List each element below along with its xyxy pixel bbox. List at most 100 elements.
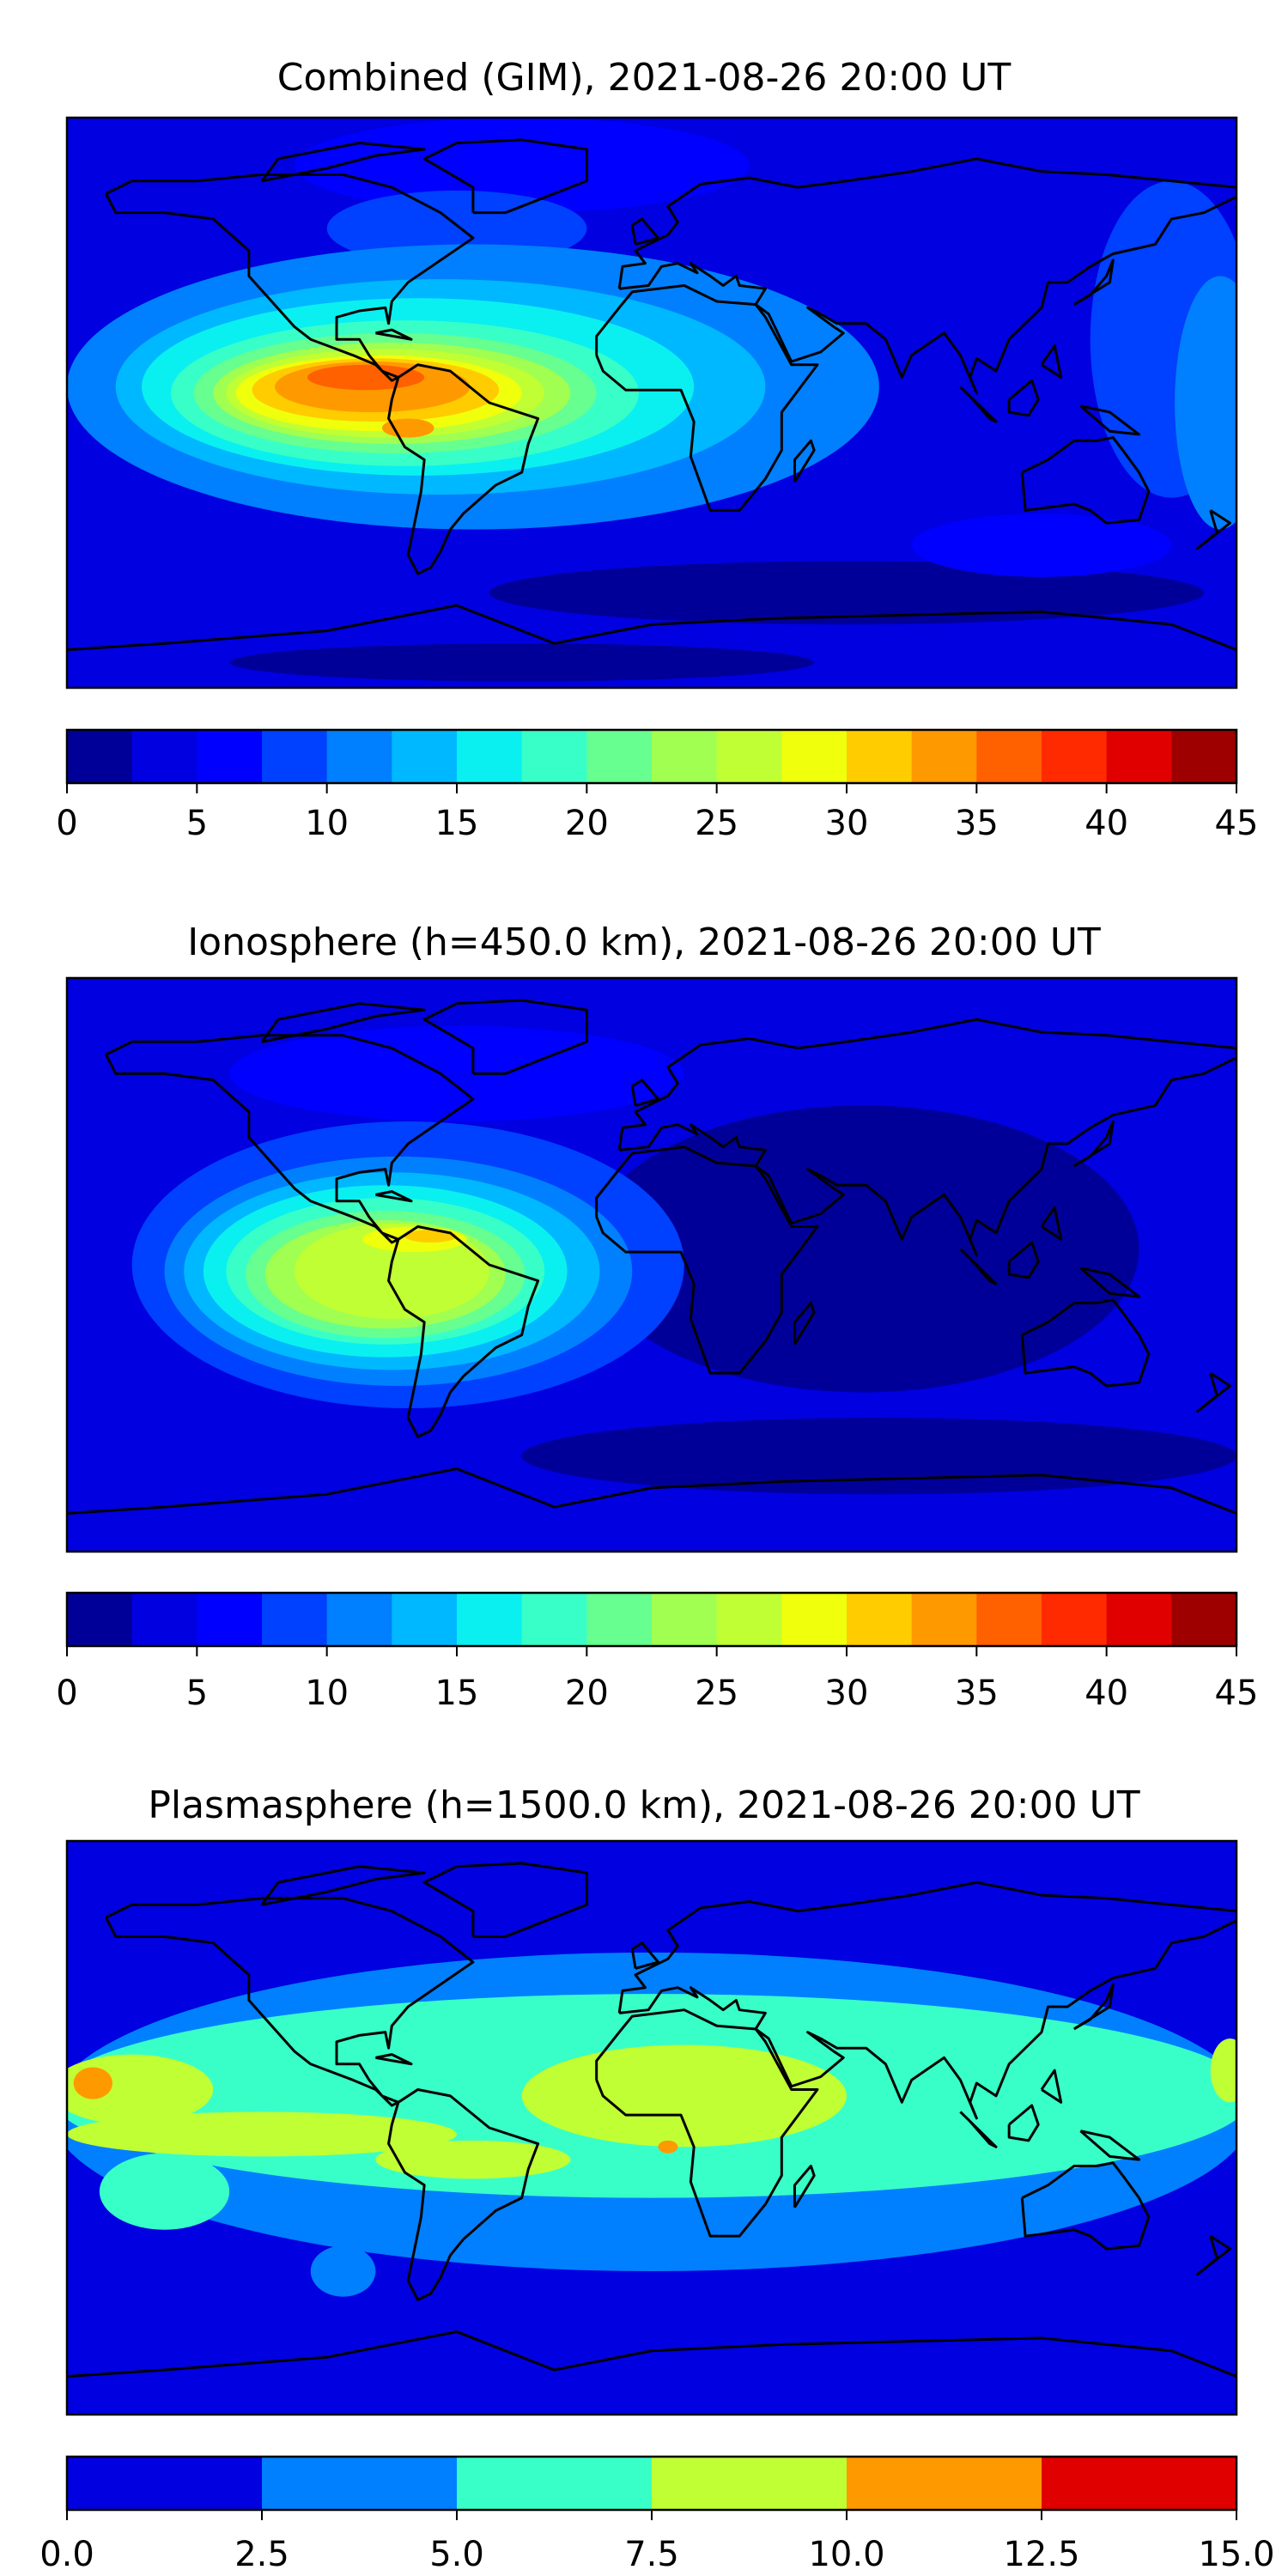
coastline [597,1147,817,1373]
coastline [619,1882,1236,2118]
contour-region [658,2140,678,2154]
colorbar-tick-label: 0 [56,804,77,843]
coastline [424,1863,586,1936]
coastline [424,1000,586,1073]
map-frame [65,1839,1238,2416]
colorbar-tick-label: 15 [435,1674,479,1713]
colorbar-segment [67,1593,133,1646]
coastline [632,219,658,245]
coastline [1198,1373,1230,1412]
coastline [1074,1984,1113,2029]
contour-region [73,2067,112,2099]
contour-region [99,2153,230,2230]
colorbar-segment [847,2457,1042,2510]
colorbar: 0.0 2.5 5.0 7.5 10.0 12.5 15.0 [39,2455,1275,2574]
coastline [262,1867,424,1905]
coastline [1042,346,1061,378]
colorbar-tick-label: 30 [825,804,869,843]
colorbar-tick-label: 25 [695,804,738,843]
colorbar-tick-label: 10 [305,804,349,843]
colorbar-segment [326,1593,392,1646]
coastline [794,2166,814,2208]
contour-region [586,1105,1139,1393]
colorbar: 0 5 10 15 20 25 30 35 40 45 [56,1591,1259,1713]
colorbar-tick-label: 5 [186,804,208,843]
colorbar-tick-label: 20 [565,1674,609,1713]
contour-region [67,2054,214,2125]
contour-region [521,1418,1236,1495]
colorbar-tick-label: 15 [435,804,479,843]
coastline [1022,1300,1149,1386]
coastline [262,1004,424,1042]
colorbar-tick-label: 5 [186,1674,208,1713]
colorbar-tick-label: 20 [565,804,609,843]
colorbar-tick-label: 35 [955,804,999,843]
coastline [1074,260,1113,305]
coastline [1080,406,1139,434]
colorbar-tick-label: 45 [1215,1674,1259,1713]
colorbar-segment [1042,2457,1237,2510]
coastline [1022,2163,1149,2249]
colorbar-tick-label: 5.0 [429,2535,484,2574]
colorbar-tick-label: 35 [955,1674,999,1713]
colorbar-segment [457,2457,653,2510]
coastline [375,2055,411,2064]
contour-region [229,643,815,682]
coastline [1009,380,1038,416]
coastline [960,2111,996,2147]
contour-region [330,1927,422,1959]
coastline [375,330,411,339]
coastline [262,143,424,181]
contour-region [1210,2038,1236,2103]
colorbar-segment [911,1593,977,1646]
coastline [960,1249,996,1284]
contour-region [489,561,1205,625]
colorbar-segment [521,730,587,783]
coastline [619,159,1236,393]
contour-region [294,118,750,213]
panel-2: Ionosphere (h=450.0 km), 2021-08-26 20:0… [56,920,1258,1713]
colorbar-segment [586,1593,653,1646]
colorbar-segment [131,730,197,783]
coastline [106,1899,473,2105]
colorbar-segment [392,730,458,783]
coastline [794,440,814,482]
colorbar-tick-label: 0.0 [39,2535,94,2574]
coastline [1198,510,1230,548]
colorbar-segment [652,2457,848,2510]
colorbar-frame [65,1591,1238,1648]
colorbar-segment [1042,1593,1108,1646]
coastline [794,1303,814,1345]
coastline [1080,2131,1139,2160]
panel-title: Combined (GIM), 2021-08-26 20:00 UT [277,56,1012,100]
colorbar-segment [131,1593,197,1646]
coastline [1198,2236,1230,2275]
colorbar-segment [197,1593,263,1646]
colorbar-segment [652,1593,718,1646]
colorbar-segment [457,1593,523,1646]
colorbar-tick-label: 15.0 [1198,2535,1274,2574]
colorbar-segment [262,1593,328,1646]
colorbar-segment [457,730,523,783]
coastline [424,140,586,213]
colorbar-segment [1042,730,1108,783]
colorbar-segment [847,1593,913,1646]
coastline [1042,1207,1061,1239]
colorbar-tick-label: 40 [1084,1674,1128,1713]
coastline [960,387,996,422]
panel-title: Plasmasphere (h=1500.0 km), 2021-08-26 2… [148,1783,1139,1827]
contour-region [67,2111,457,2157]
colorbar-segment [1171,730,1237,783]
coastline [106,1036,473,1242]
colorbar-segment [262,2457,458,2510]
map-frame [65,976,1238,1553]
panel-1: Combined (GIM), 2021-08-26 20:00 UT 0 5 10 1… [56,56,1258,843]
coastline [597,286,817,511]
colorbar-segment [781,730,848,783]
contour-region [310,2245,376,2297]
panel-title: Ionosphere (h=450.0 km), 2021-08-26 20:0… [187,920,1101,964]
map-plot [67,1841,1236,2415]
coastline [1042,2070,1061,2102]
colorbar-segment [1106,730,1172,783]
colorbar-segment [521,1593,587,1646]
